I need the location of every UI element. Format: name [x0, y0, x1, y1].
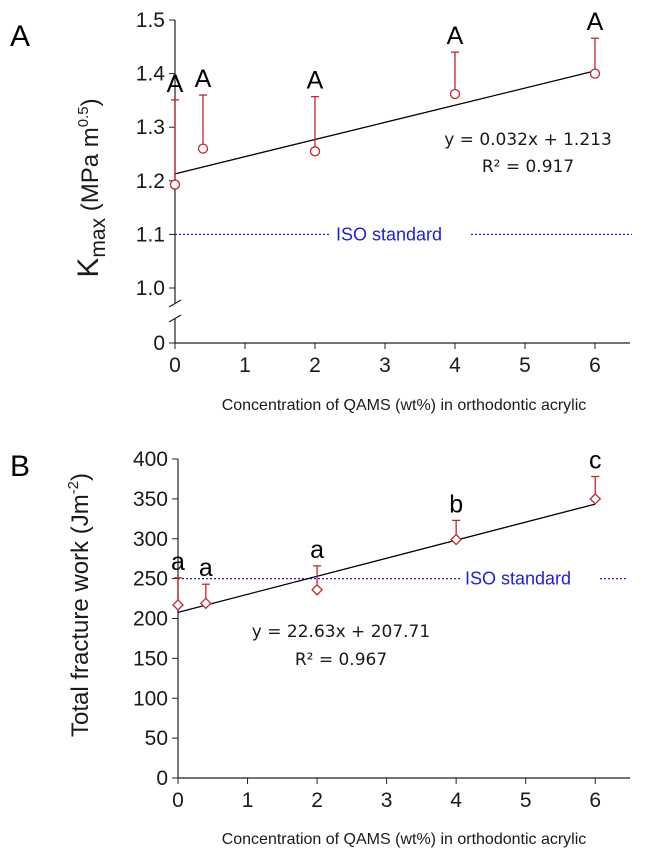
panel-b-y-tick-label: 100: [133, 687, 168, 710]
panel-b-data-point: [450, 533, 463, 546]
panel-a-letter: A: [10, 20, 30, 53]
panel-a-data-point: [169, 179, 181, 190]
panel-b-group-letter: c: [589, 447, 602, 475]
panel-a-ylabel-sub: max: [87, 217, 110, 257]
panel-b-y-tick-label: 250: [133, 568, 168, 591]
panel-b-group-letter: a: [171, 548, 185, 576]
panel-b-x-tick-label: 6: [589, 789, 601, 812]
panel-b-x-tick-label: 1: [242, 789, 254, 812]
panel-a-ylabel-sup: 0.5: [75, 106, 92, 127]
panel-b-ylabel: Total fracture work (Jm-2): [65, 473, 94, 737]
panel-a-axis-break-icon: [168, 299, 182, 323]
panel-b-equation: y = 22.63x + 207.71: [252, 622, 430, 642]
panel-b-y-tick-label: 50: [145, 727, 168, 750]
panel-b-ylabel-main: Total fracture work (Jm: [67, 494, 94, 737]
panel-b-x-tick-label: 5: [520, 789, 532, 812]
panel-b-x-tick-label: 4: [450, 789, 462, 812]
panel-a-equation: y = 0.032x + 1.213: [444, 130, 612, 150]
panel-a-x-tick-label: 1: [239, 354, 251, 377]
panel-a-ylabel-unit: (MPa m: [77, 127, 104, 218]
panel-b-x-tick-label: 0: [172, 789, 184, 812]
panel-b-group-letter: b: [449, 490, 463, 518]
panel-b-y-tick-label: 400: [133, 448, 168, 471]
panel-a-y-tick-label: 1.2: [136, 170, 165, 193]
panel-a-data-point: [309, 146, 321, 157]
panel-b-y-tick-label: 300: [133, 528, 168, 551]
panel-b-data-point: [172, 599, 184, 611]
panel-b-x-tick-label: 3: [381, 789, 393, 812]
panel-b-group-letter: a: [310, 536, 324, 564]
panel-a-ylabel-close: ): [77, 98, 104, 106]
panel-a-ylabel-main: K: [72, 258, 105, 278]
panel-a-fit-line: [174, 70, 596, 175]
panel-a-y-tick-label-zero: 0: [153, 332, 165, 355]
panel-a-group-letter: A: [587, 8, 604, 36]
panel-a-data-point: [197, 143, 209, 154]
panel-b-y-tick-label: 150: [133, 647, 168, 670]
panel-b-r2: R² = 0.967: [295, 650, 387, 670]
panel-b-data-point: [589, 492, 602, 505]
panel-a-xlabel: Concentration of QAMS (wt%) in orthodont…: [222, 397, 587, 414]
panel-b-data-point: [199, 597, 212, 610]
panel-a-data-point: [589, 68, 601, 79]
panel-b-group-letter: a: [199, 554, 213, 582]
panel-b-y-tick-label: 350: [133, 488, 168, 511]
panel-a-y-tick-label: 1.5: [136, 9, 165, 32]
panel-b-plot: 0 1 2 3 4 5 6 0 50 100 150 200 250 300 350 400 ISO stand…: [133, 447, 630, 812]
panel-a-r2: R² = 0.917: [482, 157, 574, 177]
panel-b-y-tick-label: 0: [156, 767, 168, 790]
panel-a-y-tick-label: 1.3: [136, 116, 165, 139]
panel-b-fit-line: [177, 503, 596, 613]
panel-b-xlabel: Concentration of QAMS (wt%) in orthodont…: [222, 831, 587, 848]
panel-a-x-tick-label: 2: [309, 354, 321, 377]
panel-b-letter: B: [10, 450, 30, 483]
panel-b-iso-label: ISO standard: [465, 569, 571, 589]
panel-a-group-letter: A: [447, 22, 464, 50]
panel-b-ylabel-close: ): [67, 473, 94, 481]
panel-a-group-letter: A: [307, 67, 324, 95]
panel-a-x-tick-label: 4: [449, 354, 461, 377]
panel-a-data-point: [449, 88, 461, 100]
panel-b-data-point: [311, 583, 323, 596]
panel-a-ylabel: Kmax (MPa m0.5): [72, 98, 110, 277]
panel-b-y-tick-label: 200: [133, 608, 168, 631]
panel-b-x-tick-label: 2: [311, 789, 323, 812]
panel-a-x-tick-label: 6: [589, 354, 601, 377]
panel-b-ylabel-sup: -2: [65, 481, 82, 494]
panel-a-y-tick-label: 1.4: [136, 63, 166, 86]
panel-a-y-tick-label: 1.1: [136, 223, 165, 246]
panel-a-x-tick-label: 0: [169, 354, 181, 377]
panel-a-iso-label: ISO standard: [336, 224, 442, 244]
panel-a-y-tick-label: 1.0: [136, 277, 165, 300]
panel-a-group-letter: A: [167, 70, 184, 98]
panel-a-x-tick-label: 5: [519, 354, 531, 377]
panel-a-x-tick-label: 3: [379, 354, 391, 377]
panel-a-group-letter: A: [195, 65, 212, 93]
